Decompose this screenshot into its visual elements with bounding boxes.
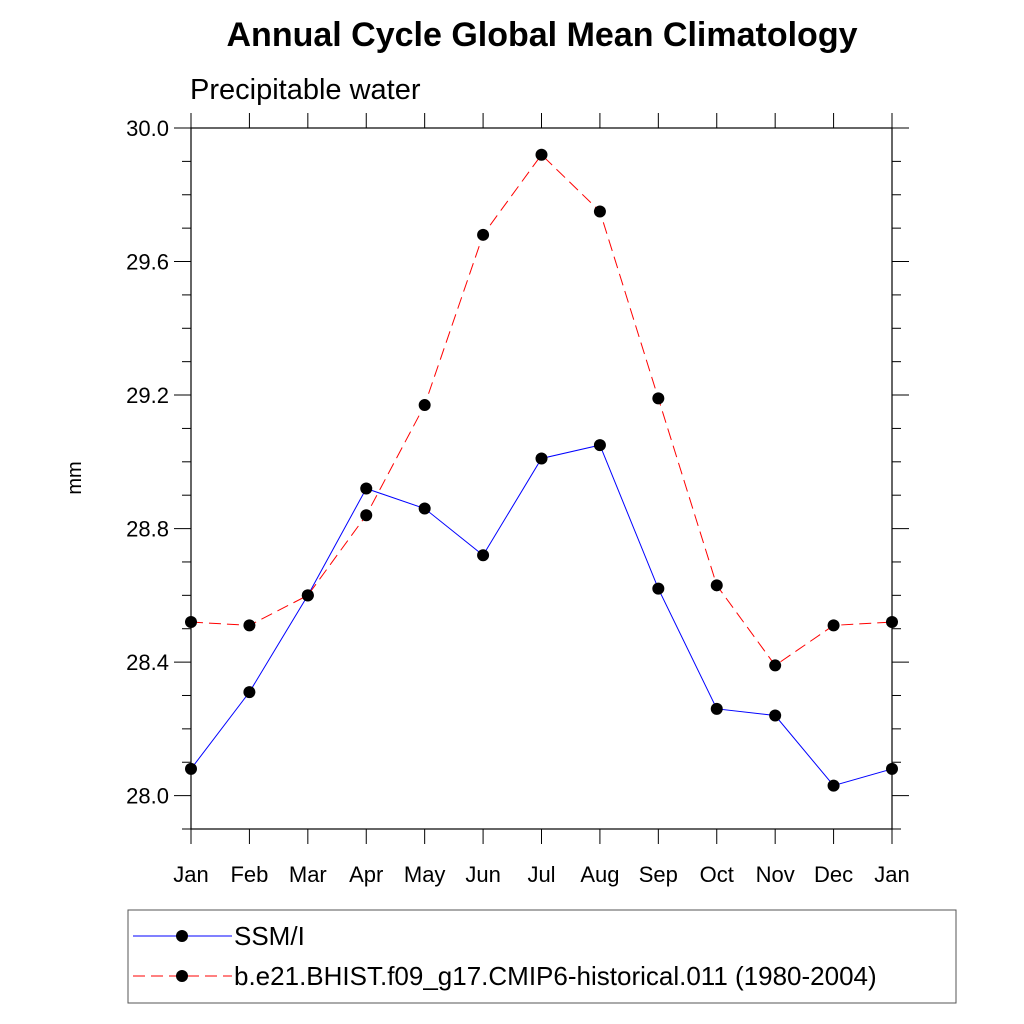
x-tick-label: Dec	[814, 862, 853, 887]
data-point	[360, 482, 373, 495]
legend-marker	[176, 970, 188, 982]
x-tick-label: Oct	[700, 862, 734, 887]
data-point	[769, 709, 782, 722]
y-axis-label: mm	[64, 461, 86, 494]
data-point	[652, 582, 665, 595]
legend-entry-1: SSM/I	[133, 921, 305, 951]
y-tick-label: 28.8	[126, 517, 169, 542]
legend: SSM/I b.e21.BHIST.f09_g17.CMIP6-historica…	[127, 909, 957, 1004]
x-tick-label: Feb	[230, 862, 268, 887]
y-tick-label: 29.2	[126, 383, 169, 408]
chart-subtitle: Precipitable water	[190, 74, 421, 106]
x-tick-label: Mar	[289, 862, 327, 887]
y-tick-label: 29.6	[126, 250, 169, 275]
series-layer	[185, 148, 898, 792]
data-point	[827, 779, 840, 792]
series-line	[190, 444, 893, 787]
series-1	[185, 439, 898, 792]
x-tick-label: Jun	[465, 862, 500, 887]
plot-frame	[190, 127, 893, 830]
data-point	[185, 616, 197, 629]
data-point	[535, 452, 548, 465]
axes: 28.0 28.4 28.8 29.2 29.6 30.0 Jan Feb Mar Apr May J…	[126, 113, 910, 887]
legend-label: SSM/I	[234, 921, 305, 951]
data-point	[593, 439, 606, 452]
x-tick-label: Apr	[349, 862, 383, 887]
x-tick-label: Nov	[756, 862, 795, 887]
data-point	[652, 392, 665, 405]
data-point	[185, 762, 197, 775]
data-point	[710, 702, 723, 715]
data-point	[418, 399, 431, 412]
legend-entry-2: b.e21.BHIST.f09_g17.CMIP6-historical.011…	[133, 961, 877, 991]
legend-box	[127, 909, 957, 1004]
y-tick-label: 30.0	[126, 116, 169, 141]
x-tick-label: Jan	[874, 862, 909, 887]
data-point	[360, 509, 373, 522]
x-tick-label: Aug	[580, 862, 619, 887]
x-tick-label: Jul	[527, 862, 555, 887]
x-tick-label: Jan	[173, 862, 208, 887]
data-point	[418, 502, 431, 515]
y-tick-label: 28.4	[126, 650, 169, 675]
data-point	[827, 619, 840, 632]
series-2	[185, 148, 898, 672]
data-point	[593, 205, 606, 218]
data-point	[886, 616, 898, 629]
data-point	[535, 148, 548, 161]
data-point	[477, 549, 490, 562]
chart-title: Annual Cycle Global Mean Climatology	[227, 16, 858, 54]
data-point	[243, 686, 256, 699]
data-point	[886, 762, 898, 775]
x-tick-label: May	[404, 862, 446, 887]
data-point	[710, 579, 723, 592]
data-point	[301, 589, 314, 602]
legend-label: b.e21.BHIST.f09_g17.CMIP6-historical.011…	[234, 961, 877, 991]
data-point	[243, 619, 256, 632]
legend-marker	[176, 930, 188, 942]
x-tick-label: Sep	[639, 862, 678, 887]
data-point	[769, 659, 782, 672]
data-point	[477, 228, 490, 241]
series-line	[190, 153, 893, 667]
y-tick-label: 28.0	[126, 784, 169, 809]
